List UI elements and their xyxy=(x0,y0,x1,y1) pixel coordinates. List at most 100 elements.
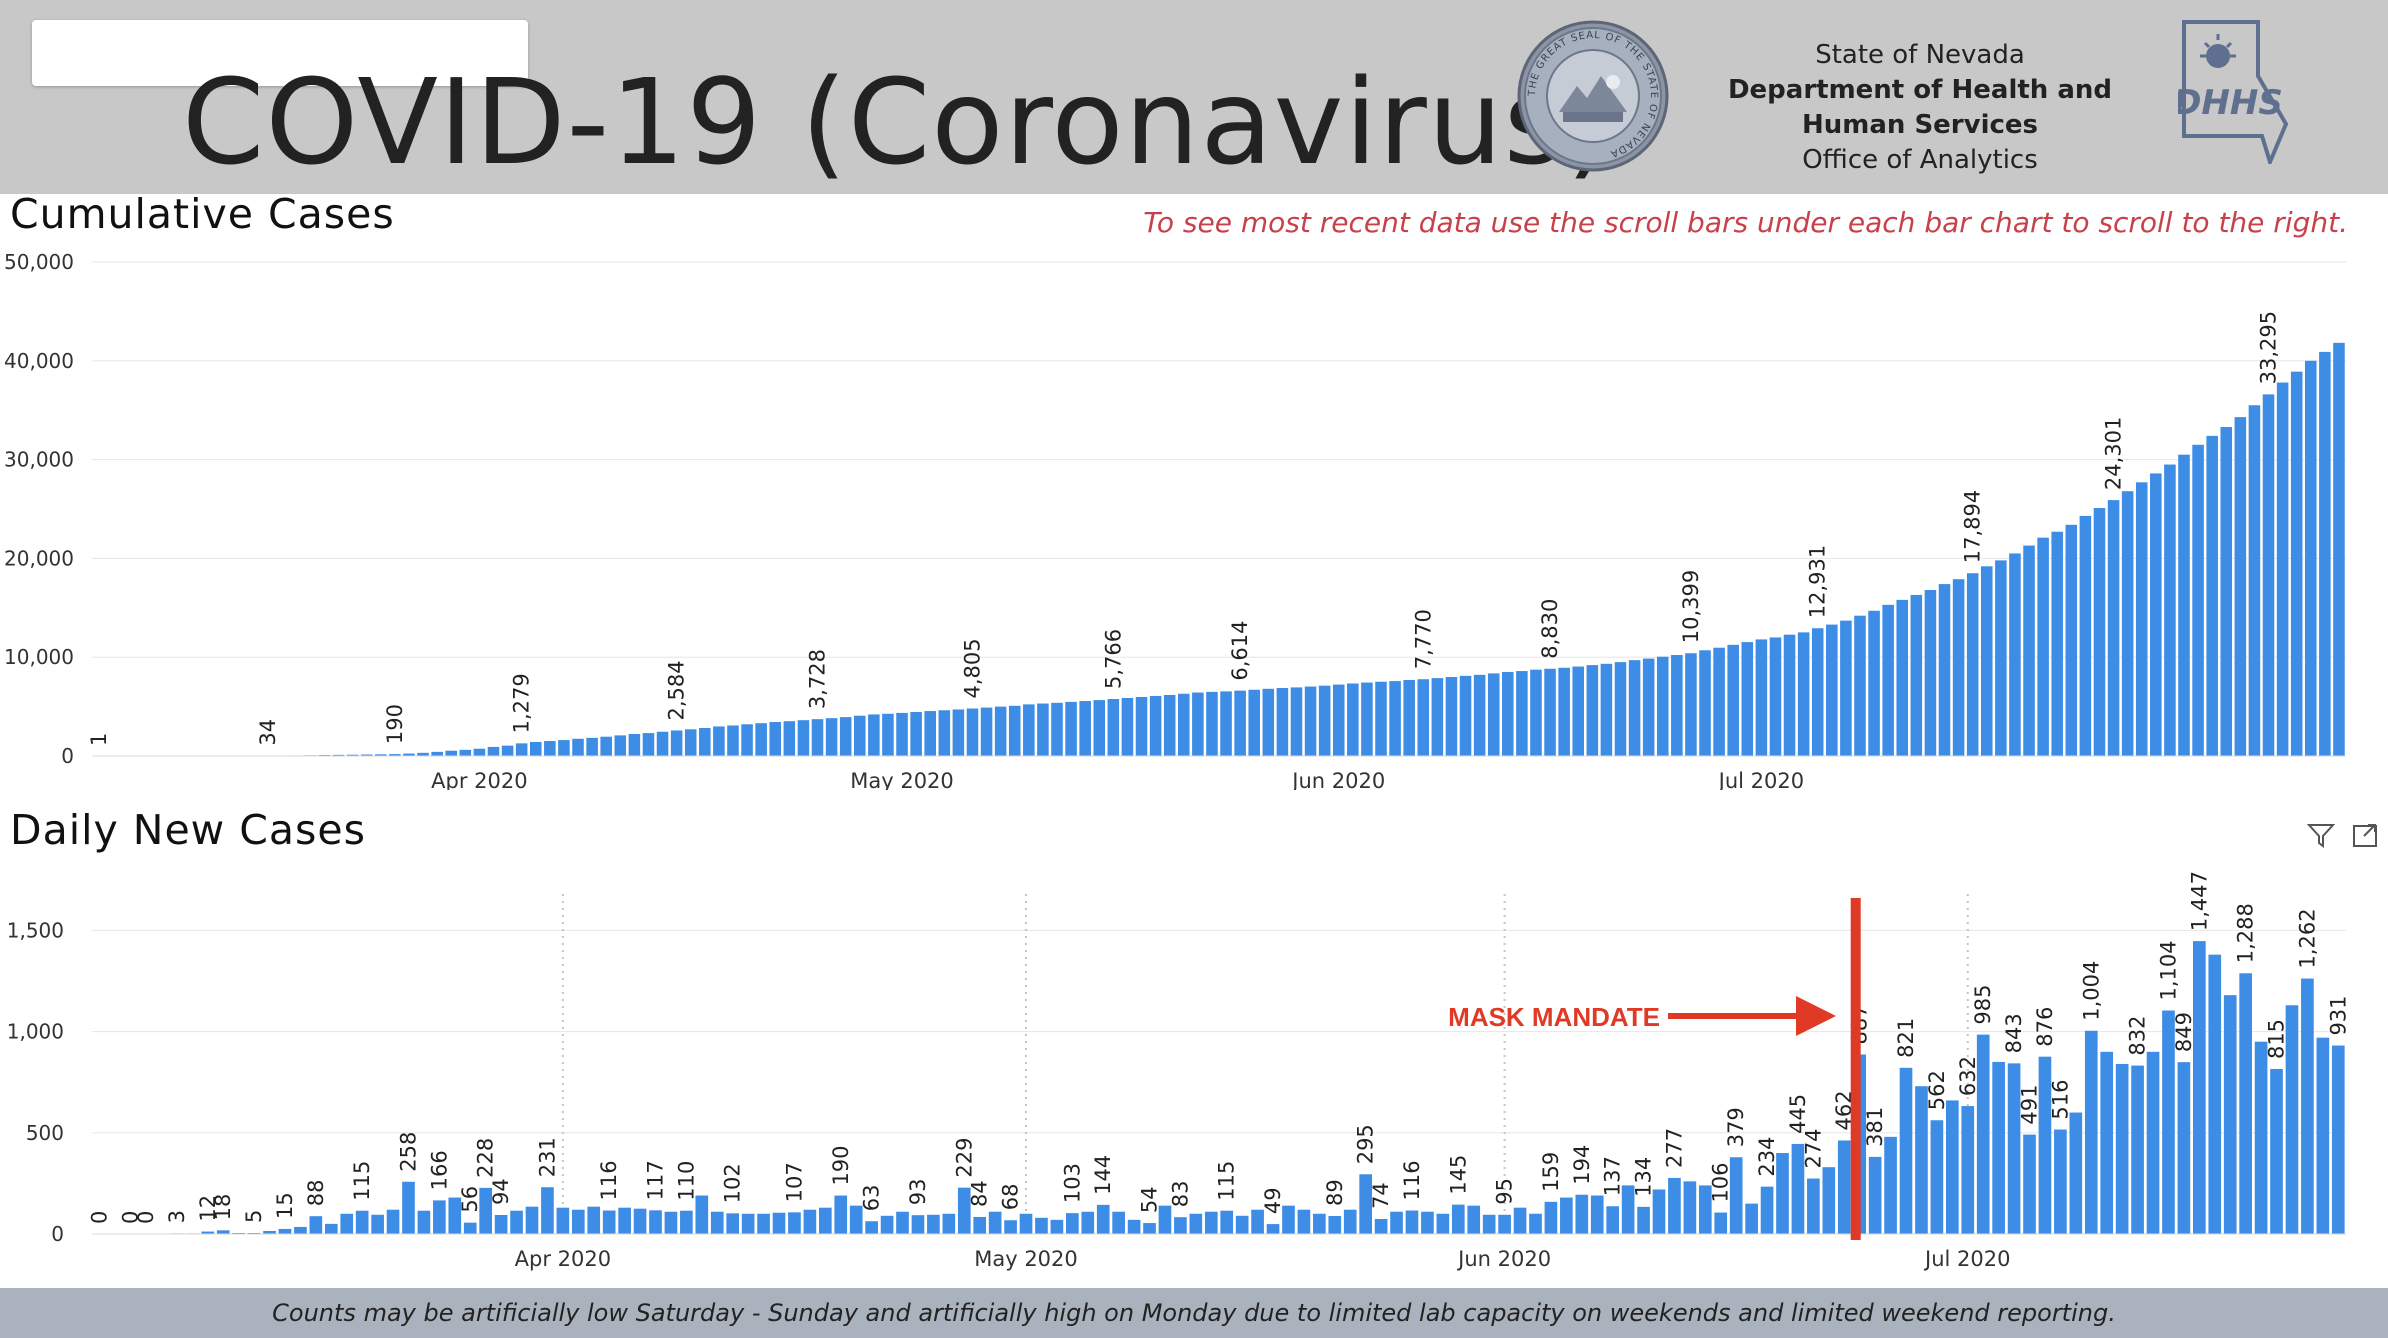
bar xyxy=(1656,656,1669,756)
bar xyxy=(525,1206,539,1234)
bar xyxy=(2065,524,2078,756)
data-label: 562 xyxy=(1925,1070,1949,1110)
bar xyxy=(1431,678,1444,756)
data-label: 0 xyxy=(88,1211,112,1224)
data-label: 63 xyxy=(860,1185,884,1212)
bar xyxy=(853,715,866,756)
bar xyxy=(880,1215,894,1234)
bar xyxy=(2248,405,2261,756)
bar xyxy=(1652,1189,1666,1234)
data-label: 18 xyxy=(211,1194,235,1221)
data-label: 274 xyxy=(1801,1128,1825,1168)
data-label: 228 xyxy=(474,1138,498,1178)
bar xyxy=(628,733,641,756)
y-tick-label: 1,000 xyxy=(7,1020,64,1044)
bar xyxy=(2333,342,2345,756)
cumulative-cases-chart: 0 10,000 20,000 30,000 40,000 50,000 Apr 2020 M… xyxy=(4,250,2346,790)
data-label: 1,104 xyxy=(2156,940,2180,1000)
bar xyxy=(1683,1181,1697,1234)
bar xyxy=(402,1181,415,1234)
data-label: 8,830 xyxy=(1538,599,1562,659)
bar xyxy=(1755,639,1768,756)
data-label: 34 xyxy=(256,719,280,746)
focus-mode-icon[interactable] xyxy=(2350,820,2380,850)
data-label: 102 xyxy=(721,1163,745,1203)
bar xyxy=(618,1207,631,1234)
bar xyxy=(713,726,725,756)
bar xyxy=(1826,624,1838,756)
bar xyxy=(1163,694,1176,756)
bar xyxy=(2234,417,2247,756)
mask-mandate-label: MASK MANDATE xyxy=(1448,1002,1660,1032)
bar xyxy=(1234,690,1246,756)
bar xyxy=(1628,660,1641,756)
x-tick-label: Jun 2020 xyxy=(1290,769,1385,790)
data-label: 194 xyxy=(1570,1145,1594,1185)
bar xyxy=(355,1210,369,1234)
bar xyxy=(1529,1213,1542,1234)
bar xyxy=(755,723,767,756)
data-label: 116 xyxy=(597,1160,621,1200)
bar xyxy=(278,1228,292,1234)
data-label: 144 xyxy=(1091,1155,1115,1195)
bar xyxy=(556,1207,570,1234)
cumulative-chart-title: Cumulative Cases xyxy=(10,190,395,238)
bar xyxy=(1530,669,1542,756)
bar xyxy=(2276,382,2289,756)
data-label: 277 xyxy=(1662,1128,1686,1168)
y-tick-label: 30,000 xyxy=(4,448,74,472)
filter-icon[interactable] xyxy=(2306,820,2336,850)
data-label: 115 xyxy=(350,1161,374,1201)
bar xyxy=(572,738,584,756)
bar xyxy=(2131,1065,2144,1234)
bar xyxy=(600,736,612,756)
data-label: 843 xyxy=(2002,1013,2026,1053)
bar xyxy=(1235,1215,1249,1234)
bar xyxy=(1403,679,1415,756)
bar xyxy=(1065,701,1077,756)
bar xyxy=(726,1213,740,1234)
bar xyxy=(1621,1185,1635,1234)
bar xyxy=(2193,941,2206,1234)
agency-state: State of Nevada xyxy=(1815,40,2025,70)
data-label: 103 xyxy=(1060,1163,1084,1203)
bar xyxy=(973,1216,987,1234)
data-label: 832 xyxy=(2126,1015,2150,1055)
data-label: 83 xyxy=(1168,1180,1192,1207)
bar xyxy=(849,1205,863,1234)
bar xyxy=(586,737,598,756)
bar xyxy=(1606,1206,1620,1234)
bar xyxy=(2192,444,2204,756)
bar xyxy=(389,754,401,756)
bar xyxy=(479,1187,493,1234)
data-label: 632 xyxy=(1956,1056,1980,1096)
bar xyxy=(649,1210,662,1234)
bar xyxy=(865,1221,878,1234)
y-tick-label: 0 xyxy=(51,1222,64,1246)
data-label: 159 xyxy=(1539,1152,1563,1192)
bar xyxy=(1807,1178,1820,1234)
bar xyxy=(1671,655,1683,756)
bar xyxy=(1004,1220,1017,1234)
bar xyxy=(1837,1140,1851,1234)
bar xyxy=(431,751,443,756)
bar xyxy=(1575,1194,1589,1234)
bar xyxy=(417,1210,431,1234)
bar xyxy=(1375,681,1387,756)
bar xyxy=(1008,705,1021,756)
bar xyxy=(2100,1051,2114,1234)
bar xyxy=(473,748,486,756)
bar xyxy=(2079,515,2092,756)
data-label: 106 xyxy=(1709,1162,1733,1202)
bar xyxy=(1096,1204,1110,1234)
bar xyxy=(1884,1136,1897,1234)
bar xyxy=(2038,1056,2052,1234)
bar xyxy=(232,1232,245,1234)
bar xyxy=(544,741,556,756)
bar xyxy=(670,730,683,756)
bar xyxy=(2177,1062,2191,1234)
bar xyxy=(515,743,528,756)
data-label: 1,288 xyxy=(2234,903,2258,963)
data-label: 89 xyxy=(1323,1179,1347,1206)
bar xyxy=(2254,1041,2268,1234)
